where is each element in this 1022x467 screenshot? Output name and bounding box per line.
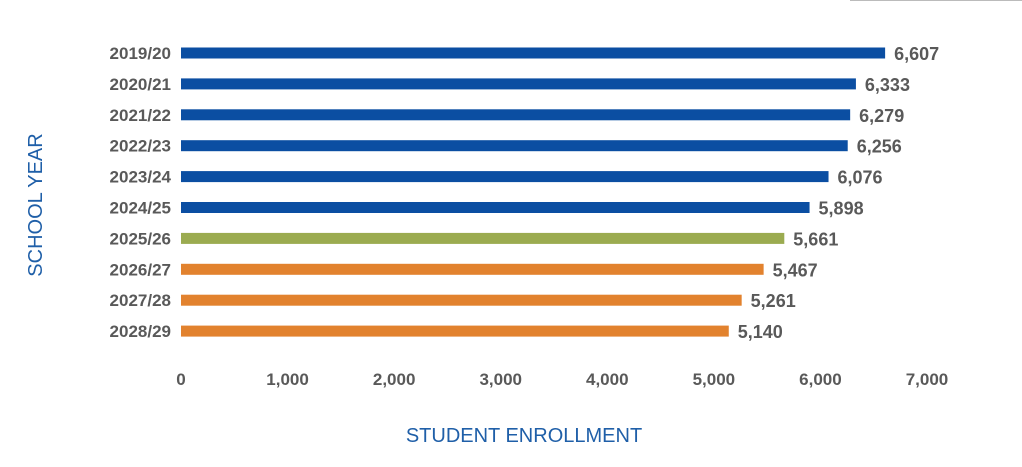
x-tick-label: 2,000 bbox=[373, 370, 416, 389]
bar-2021-22 bbox=[181, 109, 851, 121]
bar-2019-20 bbox=[181, 47, 886, 59]
bar-2023-24 bbox=[181, 171, 829, 183]
y-tick-label: 2026/27 bbox=[110, 260, 171, 279]
x-axis-title: STUDENT ENROLLMENT bbox=[406, 425, 642, 447]
data-label: 6,076 bbox=[838, 168, 883, 188]
bar-2020-21 bbox=[181, 78, 856, 90]
x-tick-label: 1,000 bbox=[266, 370, 309, 389]
bar-2024-25 bbox=[181, 202, 810, 213]
x-tick-label: 0 bbox=[176, 370, 185, 389]
data-label: 5,140 bbox=[738, 322, 783, 342]
bar-2026-27 bbox=[181, 263, 764, 275]
bar-2025-26 bbox=[181, 232, 785, 244]
data-label: 6,333 bbox=[865, 75, 910, 95]
x-tick-label: 7,000 bbox=[906, 370, 949, 389]
x-tick-label: 3,000 bbox=[479, 370, 522, 389]
y-tick-label: 2019/20 bbox=[110, 44, 171, 63]
y-tick-label: 2020/21 bbox=[110, 75, 171, 94]
top-border-line bbox=[850, 0, 1022, 1]
y-tick-label: 2024/25 bbox=[110, 199, 171, 218]
bar-2022-23 bbox=[181, 140, 848, 152]
data-label: 5,467 bbox=[773, 260, 818, 280]
bar-2027-28 bbox=[181, 294, 742, 306]
y-tick-label: 2025/26 bbox=[110, 229, 171, 248]
y-axis-title: SCHOOL YEAR bbox=[25, 133, 47, 276]
y-tick-label: 2027/28 bbox=[110, 291, 171, 310]
x-tick-label: 6,000 bbox=[799, 370, 842, 389]
data-label: 5,898 bbox=[819, 199, 864, 219]
data-label: 5,661 bbox=[793, 229, 838, 249]
data-label: 6,256 bbox=[857, 137, 902, 157]
y-tick-label: 2021/22 bbox=[110, 106, 171, 125]
x-tick-label: 4,000 bbox=[586, 370, 629, 389]
y-tick-label: 2028/29 bbox=[110, 322, 171, 341]
y-tick-label: 2023/24 bbox=[110, 168, 172, 187]
data-label: 6,279 bbox=[859, 106, 904, 126]
bar-2028-29 bbox=[181, 325, 729, 337]
x-tick-label: 5,000 bbox=[693, 370, 736, 389]
y-tick-label: 2022/23 bbox=[110, 137, 171, 156]
data-label: 5,261 bbox=[751, 291, 796, 311]
data-label: 6,607 bbox=[894, 44, 939, 64]
